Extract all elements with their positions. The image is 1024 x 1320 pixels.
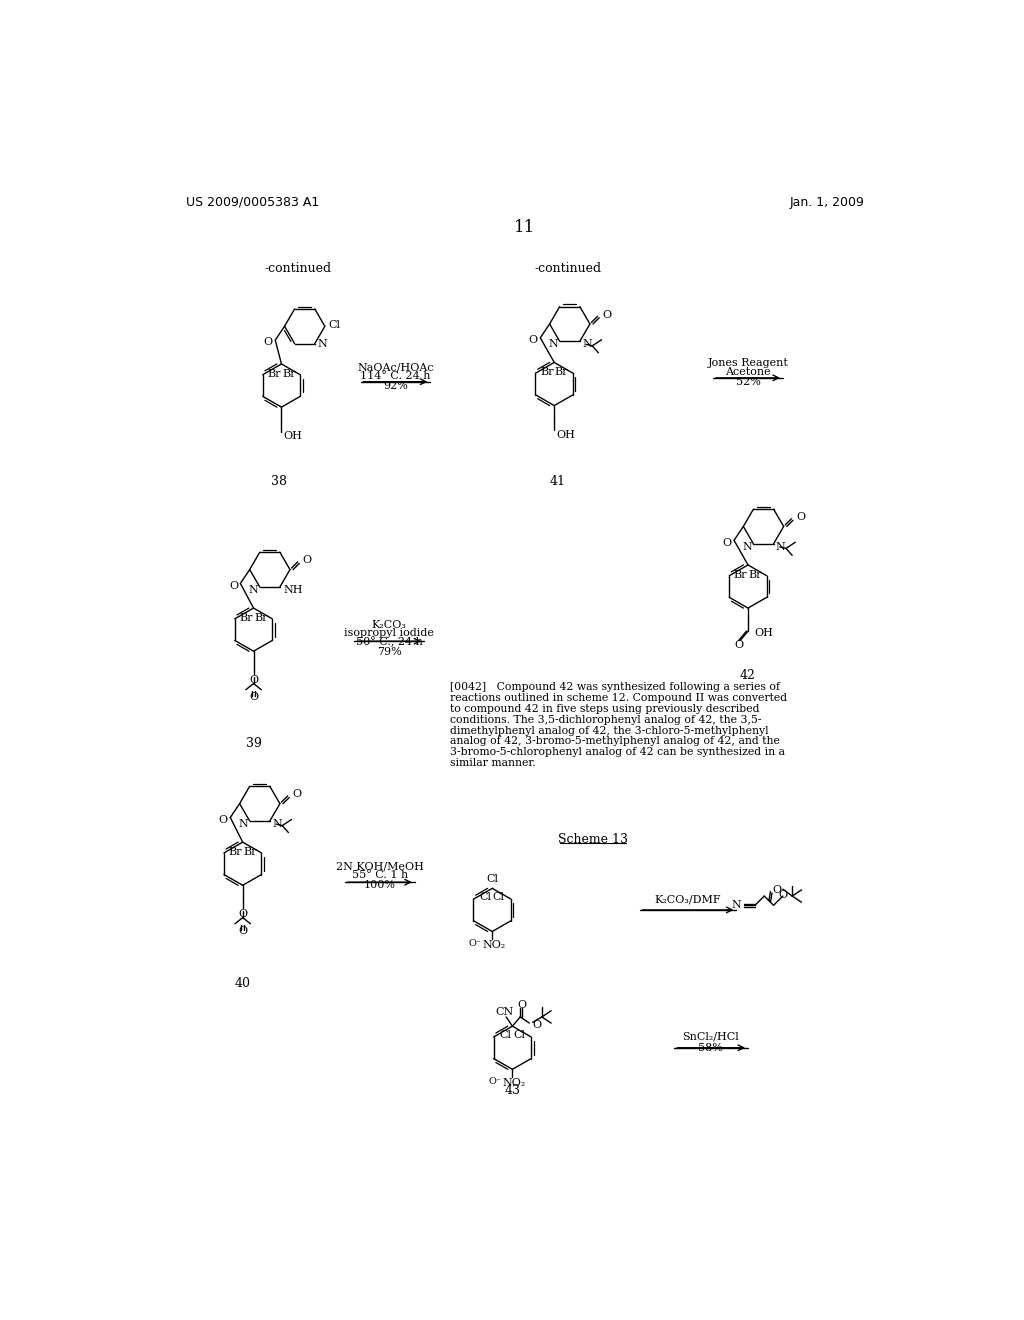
- Text: N: N: [239, 820, 248, 829]
- Text: 52%: 52%: [735, 376, 761, 387]
- Text: N: N: [742, 543, 752, 552]
- Text: Br: Br: [555, 367, 568, 378]
- Text: 11: 11: [514, 219, 536, 236]
- Text: Jan. 1, 2009: Jan. 1, 2009: [790, 195, 864, 209]
- Text: O: O: [723, 537, 732, 548]
- Text: Cl: Cl: [513, 1030, 525, 1040]
- Text: 100%: 100%: [364, 880, 396, 890]
- Text: Br: Br: [267, 370, 281, 379]
- Text: N: N: [583, 339, 592, 350]
- Text: 58%: 58%: [698, 1043, 723, 1053]
- Text: Br: Br: [228, 847, 242, 857]
- Text: 39: 39: [246, 737, 261, 750]
- Text: -continued: -continued: [265, 261, 332, 275]
- Text: Br: Br: [540, 367, 554, 378]
- Text: O: O: [249, 675, 258, 685]
- Text: Br: Br: [282, 370, 296, 379]
- Text: 42: 42: [740, 669, 756, 682]
- Text: 114° C. 24 h: 114° C. 24 h: [360, 371, 431, 380]
- Text: Scheme 13: Scheme 13: [558, 833, 628, 846]
- Text: similar manner.: similar manner.: [450, 758, 536, 768]
- Text: OH: OH: [755, 628, 773, 638]
- Text: O: O: [264, 338, 273, 347]
- Text: conditions. The 3,5-dichlorophenyl analog of 42, the 3,5-: conditions. The 3,5-dichlorophenyl analo…: [450, 714, 761, 725]
- Text: O: O: [528, 335, 538, 345]
- Text: N: N: [731, 900, 741, 911]
- Text: O: O: [239, 927, 247, 936]
- Text: Br: Br: [244, 847, 257, 857]
- Text: O: O: [532, 1019, 542, 1030]
- Text: [0042]   Compound 42 was synthesized following a series of: [0042] Compound 42 was synthesized follo…: [450, 682, 779, 693]
- Text: 79%: 79%: [377, 647, 401, 657]
- Text: N: N: [317, 339, 328, 350]
- Text: 41: 41: [550, 475, 566, 488]
- Text: O: O: [778, 890, 787, 899]
- Text: 50° C., 24 h: 50° C., 24 h: [355, 636, 423, 647]
- Text: US 2009/0005383 A1: US 2009/0005383 A1: [186, 195, 319, 209]
- Text: 92%: 92%: [383, 380, 408, 391]
- Text: O: O: [796, 512, 805, 523]
- Text: SnCl₂/HCl: SnCl₂/HCl: [682, 1032, 739, 1041]
- Text: to compound 42 in five steps using previously described: to compound 42 in five steps using previ…: [450, 704, 759, 714]
- Text: dimethylphenyl analog of 42, the 3-chloro-5-methylphenyl: dimethylphenyl analog of 42, the 3-chlor…: [450, 726, 768, 735]
- Text: Cl: Cl: [479, 892, 492, 902]
- Text: 2N KOH/MeOH: 2N KOH/MeOH: [336, 862, 424, 871]
- Text: -continued: -continued: [535, 261, 602, 275]
- Text: NO₂: NO₂: [482, 940, 506, 950]
- Text: Br: Br: [749, 570, 762, 579]
- Text: OH: OH: [284, 432, 303, 441]
- Text: Cl: Cl: [329, 321, 341, 330]
- Text: Cl: Cl: [486, 874, 499, 884]
- Text: O: O: [517, 999, 526, 1010]
- Text: Jones Reagent: Jones Reagent: [708, 358, 788, 368]
- Text: Br: Br: [734, 570, 748, 579]
- Text: NH: NH: [283, 585, 302, 595]
- Text: O: O: [602, 310, 611, 319]
- Text: reactions outlined in scheme 12. Compound II was converted: reactions outlined in scheme 12. Compoun…: [450, 693, 786, 704]
- Text: N: N: [776, 543, 785, 552]
- Text: NaOAc/HOAc: NaOAc/HOAc: [357, 362, 434, 372]
- Text: 40: 40: [234, 977, 251, 990]
- Text: 55° C. 1 h: 55° C. 1 h: [352, 870, 408, 880]
- Text: O⁻: O⁻: [488, 1077, 502, 1086]
- Text: K₂CO₃/DMF: K₂CO₃/DMF: [654, 894, 721, 904]
- Text: O: O: [239, 908, 247, 919]
- Text: 43: 43: [505, 1084, 520, 1097]
- Text: N: N: [272, 820, 282, 829]
- Text: O⁻: O⁻: [468, 940, 481, 948]
- Text: O: O: [302, 556, 311, 565]
- Text: OH: OH: [557, 430, 575, 440]
- Text: O: O: [292, 789, 301, 800]
- Text: Br: Br: [240, 612, 253, 623]
- Text: isopropyl iodide: isopropyl iodide: [344, 628, 434, 639]
- Text: O: O: [229, 581, 238, 591]
- Text: NO₂: NO₂: [503, 1078, 525, 1088]
- Text: Cl: Cl: [493, 892, 505, 902]
- Text: N: N: [249, 585, 258, 595]
- Text: K₂CO₃: K₂CO₃: [372, 620, 407, 630]
- Text: CN: CN: [496, 1007, 514, 1018]
- Text: O: O: [249, 693, 258, 702]
- Text: Acetone: Acetone: [725, 367, 771, 376]
- Text: 38: 38: [271, 475, 287, 488]
- Text: O: O: [773, 884, 782, 895]
- Text: O: O: [219, 814, 228, 825]
- Text: 3-bromo-5-chlorophenyl analog of 42 can be synthesized in a: 3-bromo-5-chlorophenyl analog of 42 can …: [450, 747, 784, 758]
- Text: Br: Br: [254, 612, 267, 623]
- Text: O: O: [734, 640, 743, 649]
- Text: analog of 42, 3-bromo-5-methylphenyl analog of 42, and the: analog of 42, 3-bromo-5-methylphenyl ana…: [450, 737, 779, 746]
- Text: Cl: Cl: [500, 1030, 512, 1040]
- Text: N: N: [549, 339, 558, 350]
